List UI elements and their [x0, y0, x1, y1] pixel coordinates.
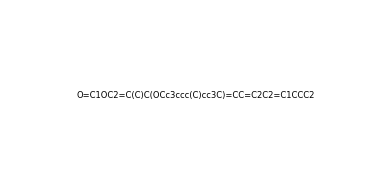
Text: O=C1OC2=C(C)C(OCc3ccc(C)cc3C)=CC=C2C2=C1CCC2: O=C1OC2=C(C)C(OCc3ccc(C)cc3C)=CC=C2C2=C1… — [77, 91, 315, 100]
